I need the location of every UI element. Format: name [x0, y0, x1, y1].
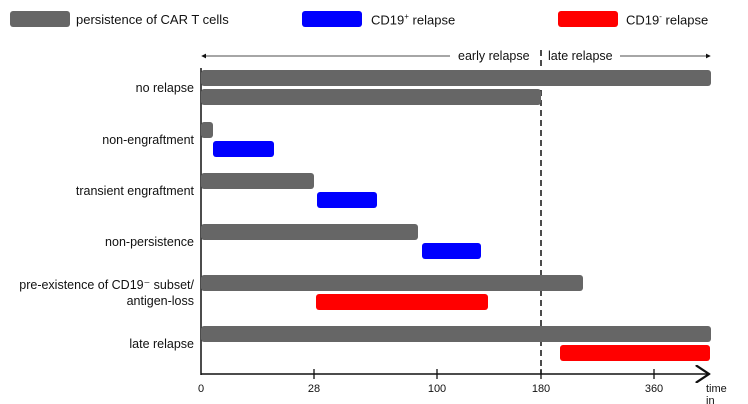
row-label: late relapse — [129, 337, 194, 351]
legend-swatch-persistence — [10, 11, 70, 27]
bar-cd19-pos — [213, 141, 274, 157]
row-label: non-persistence — [105, 235, 194, 249]
x-axis-label: time in days — [706, 383, 727, 404]
legend-label-cd19-neg: CD19- relapse — [626, 12, 708, 27]
x-tick-label: 180 — [531, 383, 551, 395]
row-label: no relapse — [135, 81, 194, 95]
bar-persistence — [201, 224, 419, 240]
bar-persistence — [201, 173, 314, 189]
bar-persistence — [201, 70, 711, 86]
legend-text: CD19 — [371, 12, 405, 28]
row-label: pre-existence of CD19⁻ subset/ antigen-l… — [19, 278, 194, 308]
legend-swatch-cd19-pos — [302, 11, 362, 27]
bar-persistence — [201, 122, 214, 138]
x-tick-label: 360 — [644, 383, 664, 395]
x-tick-label: 28 — [307, 383, 321, 395]
legend-sup: - — [659, 12, 662, 21]
bar-persistence — [201, 89, 541, 105]
x-tick-label: 100 — [427, 383, 447, 395]
legend-suffix: relapse — [408, 12, 456, 28]
x-tick-label: 0 — [197, 383, 205, 395]
legend-text: CD19 — [626, 12, 660, 28]
row-label: transient engraftment — [75, 184, 194, 198]
bar-cd19-pos — [317, 192, 378, 208]
legend-suffix: relapse — [661, 12, 709, 28]
bar-cd19-neg — [559, 345, 711, 361]
bar-persistence — [201, 275, 584, 291]
bar-cd19-pos — [421, 243, 482, 259]
bar-cd19-neg — [315, 294, 488, 310]
row-label: non-engraftment — [102, 133, 194, 147]
legend-sup: + — [404, 12, 409, 21]
bar-persistence — [201, 326, 711, 342]
legend-label-persistence: persistence of CAR T cells — [76, 12, 229, 27]
early-relapse-label: early relapse — [455, 49, 533, 63]
legend-label-cd19-pos: CD19+ relapse — [371, 12, 455, 27]
late-relapse-label: late relapse — [545, 49, 616, 63]
legend-swatch-cd19-neg — [558, 11, 618, 27]
